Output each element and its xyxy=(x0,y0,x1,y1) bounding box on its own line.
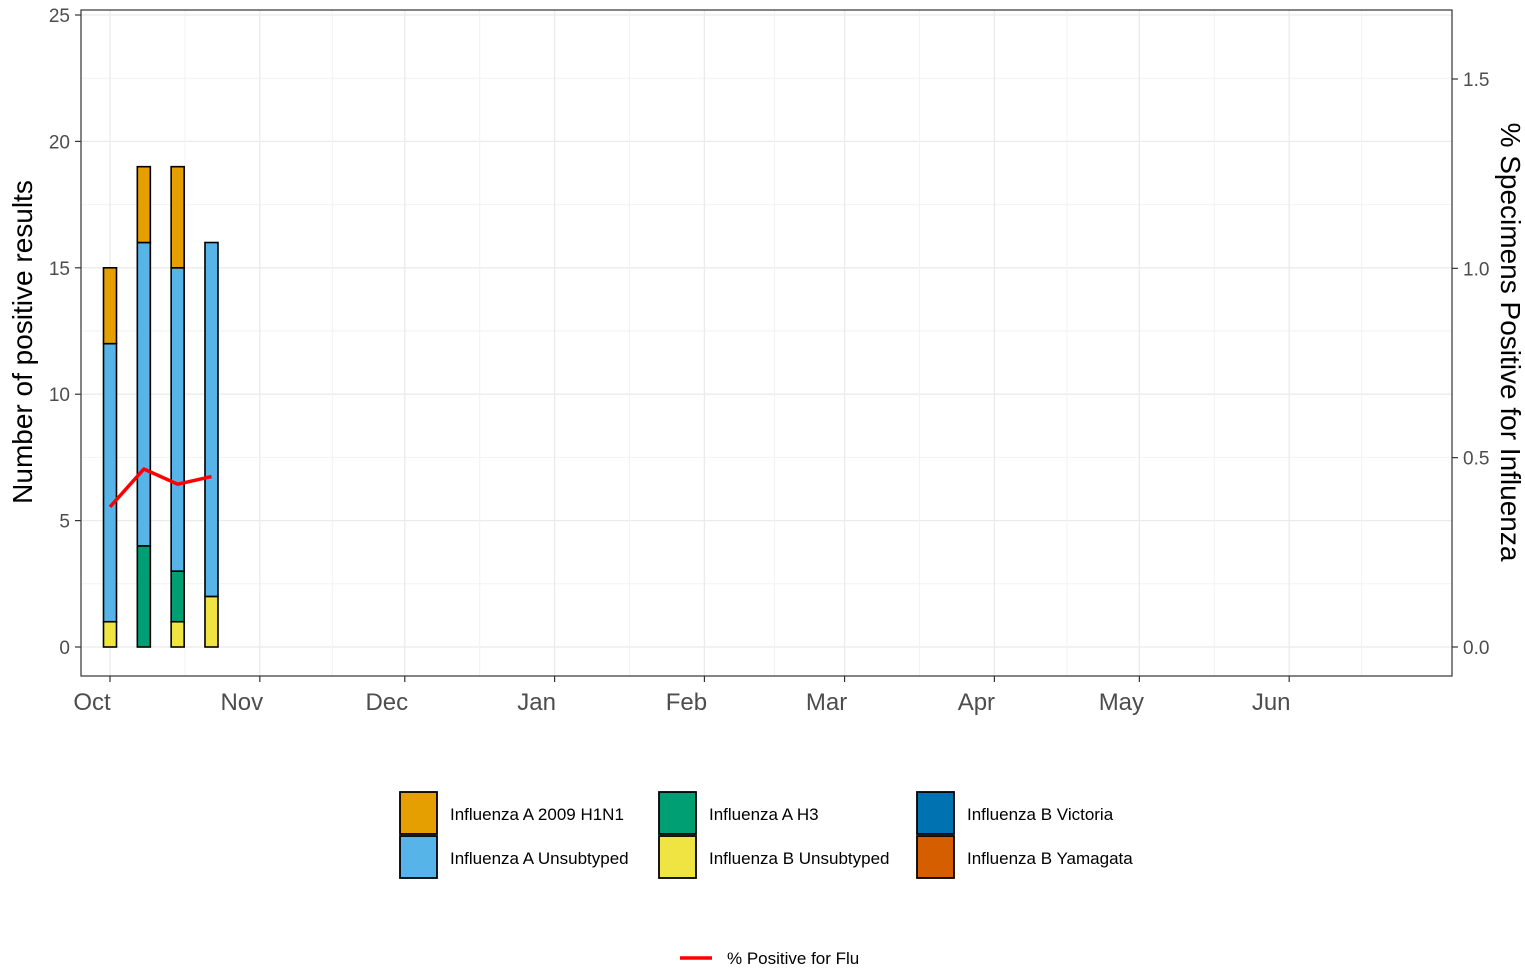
x-tick-label: Mar xyxy=(806,689,847,716)
plot-border xyxy=(80,9,1453,677)
bar-segment xyxy=(170,266,185,572)
legend-swatch xyxy=(658,791,697,835)
y-tick-label: 15 xyxy=(49,259,70,280)
bar-segment xyxy=(102,342,118,623)
y2-tick-label: 0.5 xyxy=(1463,449,1489,470)
legend: Influenza A 2009 H1N1 Influenza A H3 Influ… xyxy=(399,791,1133,968)
y-axis-title: Number of positive results xyxy=(7,180,38,504)
legend-label: Influenza B Unsubtyped xyxy=(709,849,890,868)
y-tick-label: 25 xyxy=(49,6,70,27)
bar-segment xyxy=(136,165,152,244)
x-tick-label: May xyxy=(1099,689,1144,716)
y2-axis-title: % Specimens Positive for Influenza xyxy=(1495,123,1525,562)
y-tick-label: 10 xyxy=(49,385,70,406)
bar-segment xyxy=(102,266,118,345)
bars xyxy=(102,165,219,648)
x-tick-label: Nov xyxy=(220,689,263,716)
plot-background xyxy=(81,10,1452,676)
legend-label: Influenza B Victoria xyxy=(967,805,1114,824)
legend-swatch xyxy=(916,835,955,879)
y-tick-label: 5 xyxy=(59,512,70,533)
x-tick-label: Dec xyxy=(365,689,408,716)
legend-swatch xyxy=(399,835,438,879)
x-tick-label: Feb xyxy=(666,689,707,716)
bar-segment xyxy=(170,620,185,648)
x-tick-label: Jun xyxy=(1252,689,1291,716)
bar-segment xyxy=(170,165,185,269)
y-tick-label: 0 xyxy=(59,638,70,659)
bar-segment xyxy=(204,595,219,648)
legend-swatch xyxy=(658,835,697,879)
legend-label: Influenza A H3 xyxy=(709,805,819,824)
legend-swatch xyxy=(399,791,438,835)
y2-tick-label: 1.5 xyxy=(1463,70,1489,91)
legend-swatch xyxy=(916,791,955,835)
y2-tick-label: 0.0 xyxy=(1463,638,1489,659)
x-tick-label: Oct xyxy=(73,689,111,716)
x-tick-label: Jan xyxy=(517,689,556,716)
legend-label: Influenza A 2009 H1N1 xyxy=(450,805,624,824)
bar-segment xyxy=(102,620,118,648)
percent-positive-line xyxy=(108,467,212,509)
x-tick-label: Apr xyxy=(958,689,995,716)
bar-segment xyxy=(136,241,152,547)
y2-tick-label: 1.0 xyxy=(1463,259,1489,280)
axis-ticks: 0 5 10 15 20 25 0.0 0.5 1.0 1.5 Oct Nov Dec Jan Feb Mar… xyxy=(49,6,1490,716)
bar-segment xyxy=(136,545,152,648)
grid xyxy=(81,10,1452,676)
legend-label: Influenza A Unsubtyped xyxy=(450,849,629,868)
bar-segment xyxy=(170,570,185,623)
legend-label: Influenza B Yamagata xyxy=(967,849,1133,868)
legend-line-label: % Positive for Flu xyxy=(727,949,859,968)
bar-segment xyxy=(204,241,219,598)
percent-line xyxy=(108,467,212,509)
y-tick-label: 20 xyxy=(49,132,70,153)
